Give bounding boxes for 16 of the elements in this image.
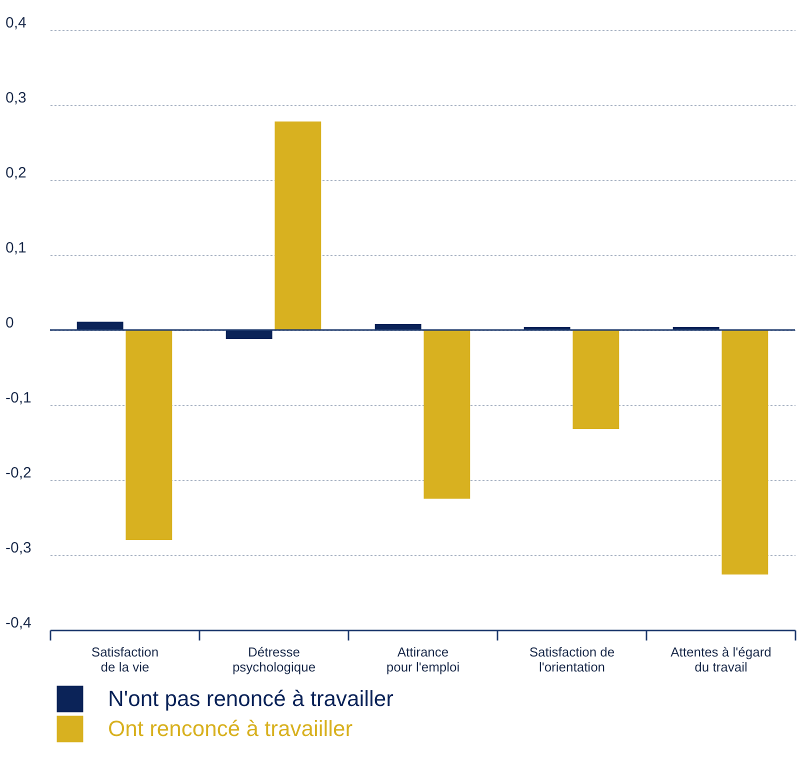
x-tick-label: Attirance pour l'emploi — [386, 644, 460, 674]
y-tick-label: -0,2 — [6, 464, 32, 482]
legend-label: Ont renconcé à travaiiller — [108, 716, 353, 741]
y-tick-label: 0,3 — [6, 90, 26, 106]
x-tick-label: Satisfaction de la vie — [91, 644, 159, 674]
y-tick-label: -0,4 — [6, 614, 32, 632]
y-tick-label: -0,1 — [6, 390, 32, 406]
y-tick-label: -0,3 — [6, 540, 32, 556]
x-tick-label: Satisfaction de l'orientation — [529, 644, 615, 674]
legend-label: N'ont pas renoncé à travailler — [108, 686, 394, 711]
x-tick-label: Attentes à l'égard du travail — [670, 644, 772, 674]
y-tick-label: 0,2 — [6, 164, 26, 182]
y-tick-label: 0,1 — [6, 240, 26, 256]
y-tick-label: 0 — [6, 314, 14, 332]
y-tick-label: 0,4 — [6, 14, 26, 32]
x-tick-label: Détresse psychologique — [232, 644, 316, 674]
